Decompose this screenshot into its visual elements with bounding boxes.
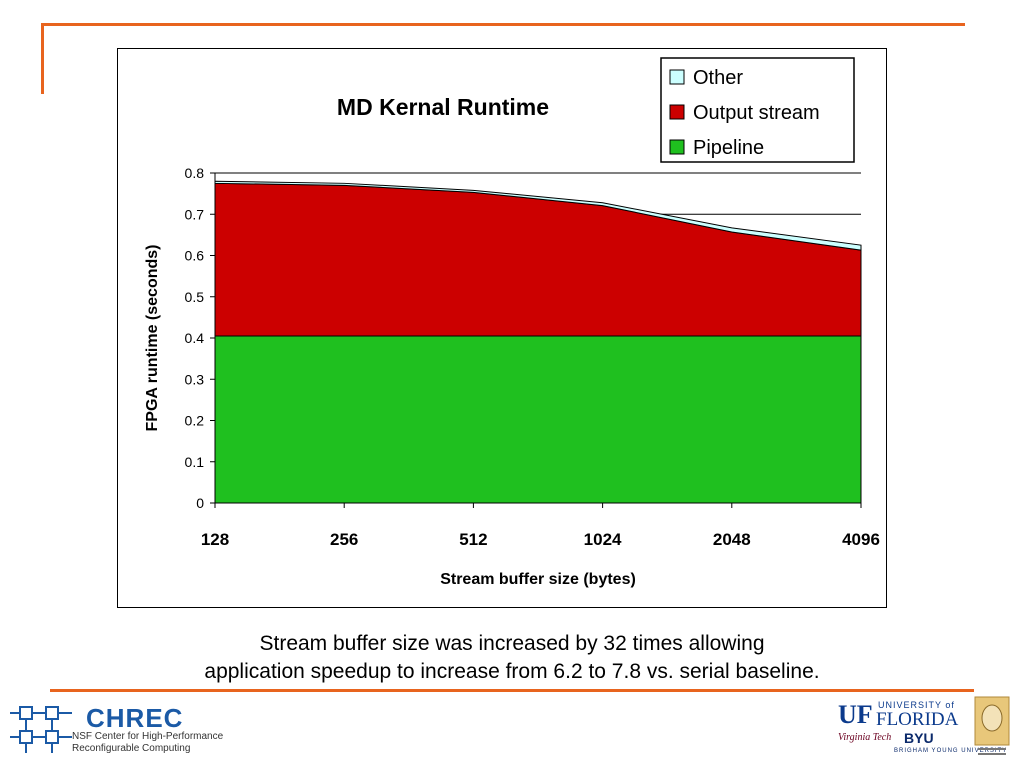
chart-frame: 0 0.1 0.2 0.3 0.4 0.5 0.6 0.7 0.8 128 256 512 1024 20… <box>117 48 887 608</box>
legend-swatch-other <box>669 69 685 85</box>
byu-logo: BYU <box>904 730 934 746</box>
chrec-logo: CHREC NSF Center for High-Performance Re… <box>10 703 240 757</box>
y-tick-label: 0.8 <box>185 165 205 181</box>
left-accent-line <box>41 24 44 94</box>
x-tick-label: 512 <box>459 530 487 549</box>
x-axis-label: Stream buffer size (bytes) <box>440 571 636 588</box>
caption-line-2: application speedup to increase from 6.2… <box>204 660 820 683</box>
legend: Other Output stream Pipeline <box>660 57 855 163</box>
byu-subtitle: BRIGHAM YOUNG UNIVERSITY <box>894 748 1008 754</box>
uf-logo-mark: UF <box>838 700 873 729</box>
legend-box <box>660 57 855 163</box>
y-tick-label: 0.7 <box>185 206 205 222</box>
legend-label-other: Other <box>693 67 743 89</box>
caption-line-1: Stream buffer size was increased by 32 t… <box>259 632 765 655</box>
y-axis-label: FPGA runtime (seconds) <box>144 245 161 432</box>
legend-swatch-output-stream <box>669 104 685 120</box>
x-tick-label: 4096 <box>842 530 880 549</box>
y-tick-label: 0.2 <box>185 413 205 429</box>
area-series-output-stream <box>214 182 862 337</box>
chrec-circuit-icon <box>10 706 72 753</box>
axis-layer: 0 0.1 0.2 0.3 0.4 0.5 0.6 0.7 0.8 128 256 512 1024 20… <box>185 165 880 549</box>
vt-logo: Virginia Tech <box>838 732 892 743</box>
x-tick-label: 2048 <box>713 530 751 549</box>
bottom-accent-line <box>50 689 974 692</box>
slide-caption: Stream buffer size was increased by 32 t… <box>0 630 1024 686</box>
area-series-pipeline <box>214 335 862 504</box>
x-tick-label: 256 <box>330 530 358 549</box>
y-tick-label: 0.6 <box>185 248 205 264</box>
chrec-subtitle-line-1: NSF Center for High-Performance <box>72 731 224 742</box>
chrec-name: CHREC <box>86 703 184 733</box>
y-tick-label: 0.5 <box>185 289 205 305</box>
partner-logos: UF UNIVERSITY of FLORIDA Virginia Tech B… <box>838 700 1006 760</box>
chart-title: MD Kernal Runtime <box>337 94 549 120</box>
legend-label-pipeline: Pipeline <box>693 137 764 159</box>
legend-label-output-stream: Output stream <box>693 102 820 124</box>
top-accent-line <box>41 23 965 26</box>
chrec-subtitle-line-2: Reconfigurable Computing <box>72 743 191 754</box>
uf-florida: FLORIDA <box>876 709 959 730</box>
y-tick-label: 0.3 <box>185 371 205 387</box>
x-tick-label: 1024 <box>584 530 622 549</box>
area-series-other <box>214 180 862 251</box>
y-tick-label: 0.4 <box>185 330 205 346</box>
y-tick-label: 0 <box>196 495 204 511</box>
gwu-seal-icon <box>974 696 1010 760</box>
x-tick-label: 128 <box>201 530 229 549</box>
chrec-subtitle: NSF Center for High-Performance Reconfig… <box>72 731 223 755</box>
legend-swatch-pipeline <box>669 139 685 155</box>
uf-university-of: UNIVERSITY of <box>878 700 955 710</box>
runtime-area-chart: 0 0.1 0.2 0.3 0.4 0.5 0.6 0.7 0.8 128 256 512 1024 20… <box>144 57 880 588</box>
area-layer <box>214 180 862 504</box>
y-tick-label: 0.1 <box>185 454 205 470</box>
